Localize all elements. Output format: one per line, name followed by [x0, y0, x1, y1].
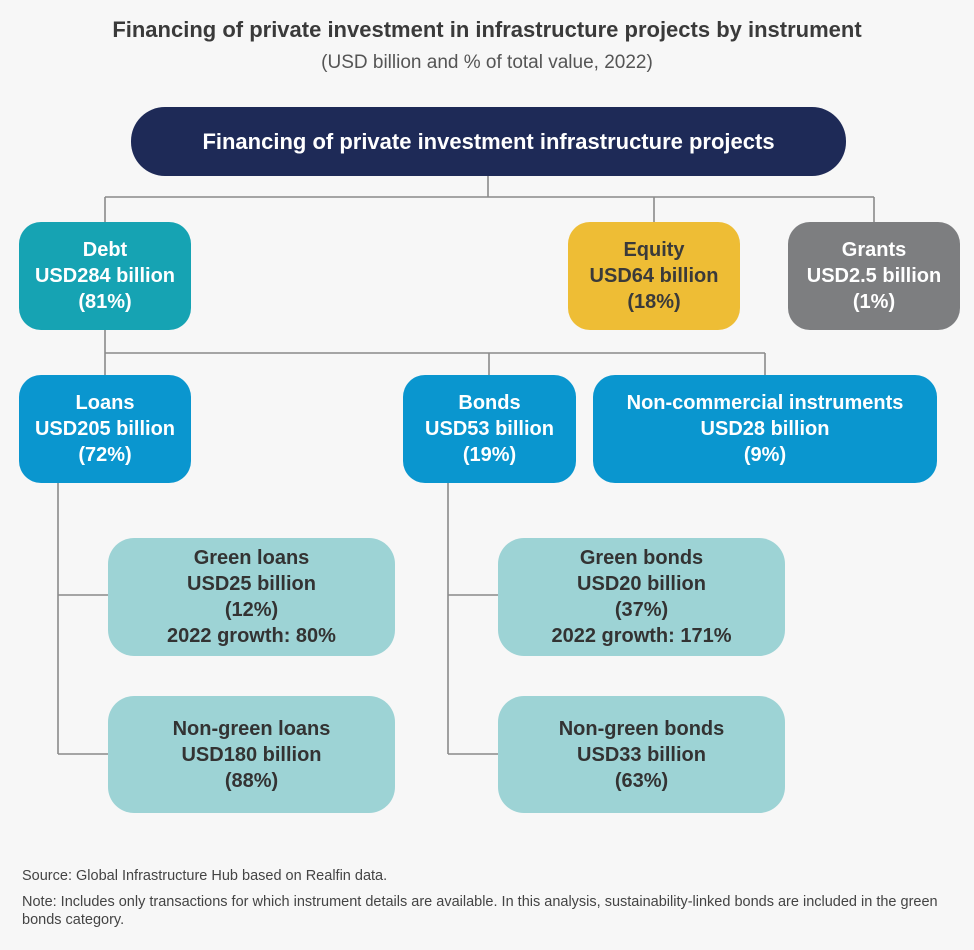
green-loans-name: Green loans [193, 547, 310, 569]
non-green-bonds-value: USD33 billion [577, 743, 706, 766]
equity-name: Equity [623, 239, 685, 261]
debt-node: Debt USD284 billion (81%) [19, 222, 191, 330]
green-bonds-growth: 2022 growth: 171% [551, 625, 732, 647]
equity-share: (18%) [627, 291, 681, 313]
debt-name: Debt [82, 239, 128, 261]
green-bonds-share: (37%) [614, 599, 669, 621]
grants-share: (1%) [852, 291, 896, 313]
bonds-name: Bonds [458, 392, 521, 414]
non-green-bonds-share: (63%) [614, 769, 669, 792]
noncommercial-name: Non-commercial instruments [626, 392, 904, 414]
bonds-value: USD53 billion [425, 418, 554, 440]
noncommercial-value: USD28 billion [700, 418, 830, 440]
chart-subtitle: (USD billion and % of total value, 2022) [321, 52, 653, 73]
non-green-loans-value: USD180 billion [181, 743, 322, 766]
root-node: Financing of private investment infrastr… [131, 107, 846, 176]
debt-value: USD284 billion [34, 265, 176, 287]
non-green-bonds-node: Non-green bonds USD33 billion (63%) [498, 696, 785, 813]
loans-node: Loans USD205 billion (72%) [19, 375, 191, 483]
grants-name: Grants [841, 239, 907, 261]
grants-value: USD2.5 billion [806, 265, 942, 287]
green-loans-share: (12%) [224, 599, 279, 621]
noncommercial-share: (9%) [743, 444, 787, 466]
green-bonds-value: USD20 billion [577, 573, 706, 595]
equity-node: Equity USD64 billion (18%) [568, 222, 740, 330]
green-loans-node: Green loans USD25 billion (12%) 2022 gro… [108, 538, 395, 656]
equity-value: USD64 billion [589, 265, 719, 287]
non-green-loans-share: (88%) [224, 769, 279, 792]
source-note: Source: Global Infrastructure Hub based … [22, 868, 388, 884]
bonds-node: Bonds USD53 billion (19%) [403, 375, 576, 483]
non-green-bonds-name: Non-green bonds [558, 717, 725, 740]
green-loans-growth: 2022 growth: 80% [167, 625, 336, 647]
root-label: Financing of private investment infrastr… [202, 128, 775, 154]
loans-value: USD205 billion [34, 418, 176, 440]
noncommercial-node: Non-commercial instruments USD28 billion… [593, 375, 937, 483]
debt-share: (81%) [78, 291, 132, 313]
non-green-loans-name: Non-green loans [172, 717, 331, 740]
loans-share: (72%) [78, 444, 132, 466]
grants-node: Grants USD2.5 billion (1%) [788, 222, 960, 330]
green-bonds-name: Green bonds [579, 547, 704, 569]
loans-name: Loans [75, 392, 135, 414]
green-bonds-node: Green bonds USD20 billion (37%) 2022 gro… [498, 538, 785, 656]
non-green-loans-node: Non-green loans USD180 billion (88%) [108, 696, 395, 813]
footnote: Note: Includes only transactions for whi… [22, 894, 938, 928]
green-loans-value: USD25 billion [187, 573, 316, 595]
chart-title: Financing of private investment in infra… [112, 17, 862, 42]
bonds-share: (19%) [462, 444, 517, 466]
